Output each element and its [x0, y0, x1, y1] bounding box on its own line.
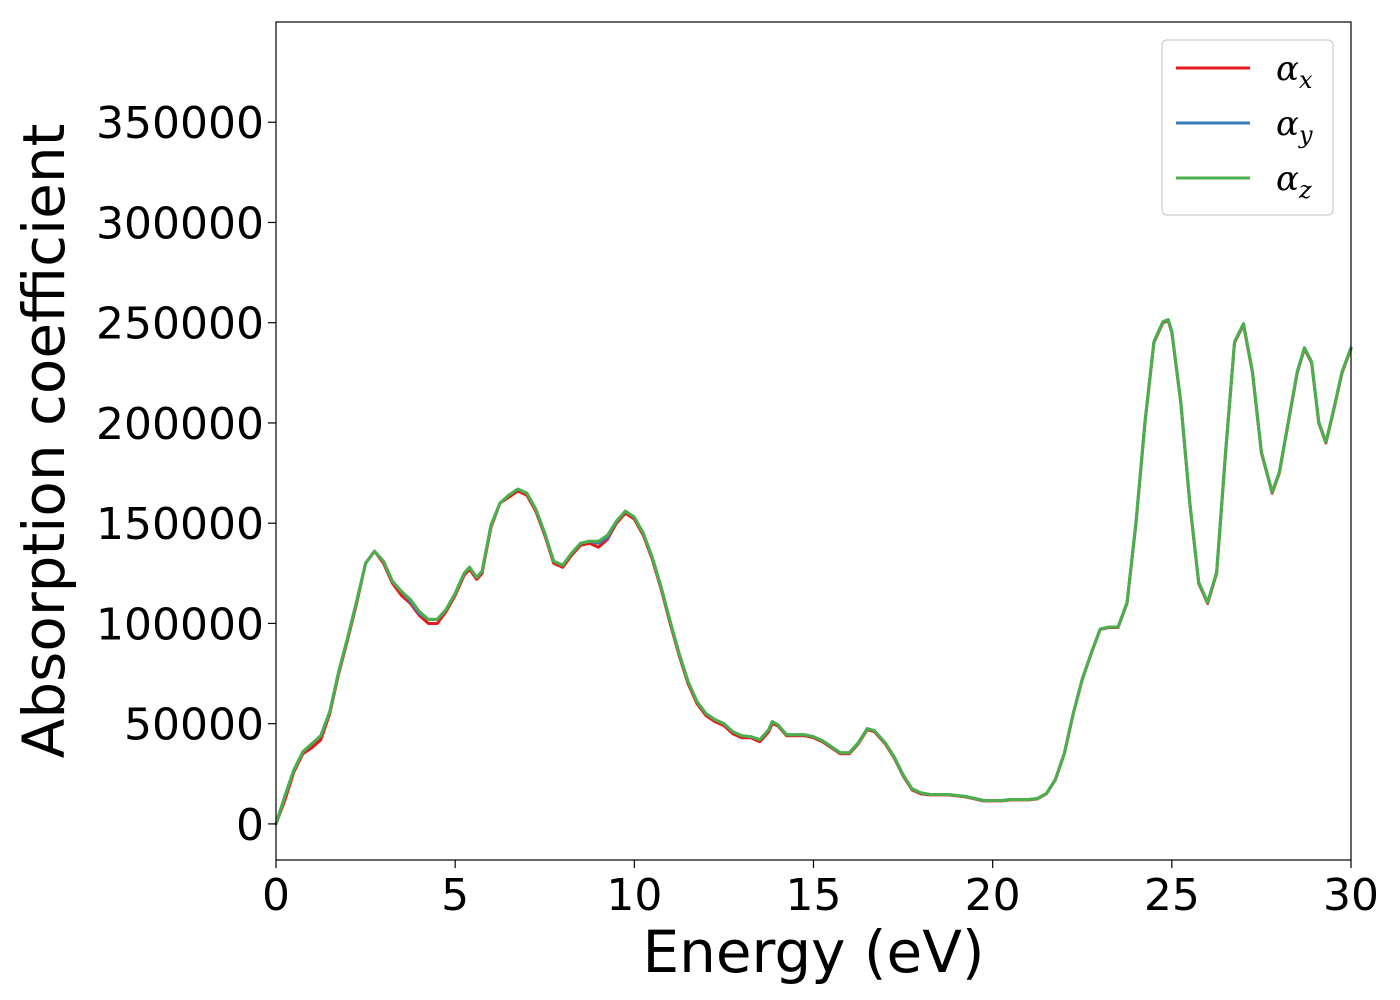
- series-line-2: [274, 318, 1353, 826]
- legend: αx αy αz: [1161, 39, 1334, 216]
- legend-label: αx: [1276, 49, 1313, 94]
- legend-box: [1161, 39, 1334, 216]
- y-tick-label: 350000: [96, 98, 264, 149]
- x-tick-label: 15: [786, 870, 842, 921]
- x-tick-label: 10: [606, 870, 662, 921]
- y-tick-label: 200000: [96, 399, 264, 450]
- x-tick-label: 25: [1144, 870, 1200, 921]
- series-layer: [274, 318, 1353, 826]
- x-tick-label: 5: [441, 870, 469, 921]
- legend-label: αz: [1276, 159, 1312, 204]
- y-tick-label: 50000: [124, 700, 264, 751]
- x-tick-label: 20: [965, 870, 1021, 921]
- y-tick-label: 150000: [96, 499, 264, 550]
- y-axis: 0 50000 100000 150000 200000 250000 300000 3500…: [96, 98, 276, 851]
- x-tick-label: 30: [1323, 870, 1379, 921]
- x-axis: 0 5 10 15 20 25 30: [262, 860, 1379, 921]
- y-tick-label: 250000: [96, 299, 264, 350]
- x-tick-label: 0: [262, 870, 290, 921]
- y-tick-label: 100000: [96, 599, 264, 650]
- y-tick-label: 300000: [96, 198, 264, 249]
- x-axis-title: Energy (eV): [642, 918, 984, 986]
- y-axis-title: Absorption coefficient: [10, 124, 78, 759]
- legend-label: αy: [1276, 104, 1313, 149]
- y-tick-label: 0: [236, 800, 264, 851]
